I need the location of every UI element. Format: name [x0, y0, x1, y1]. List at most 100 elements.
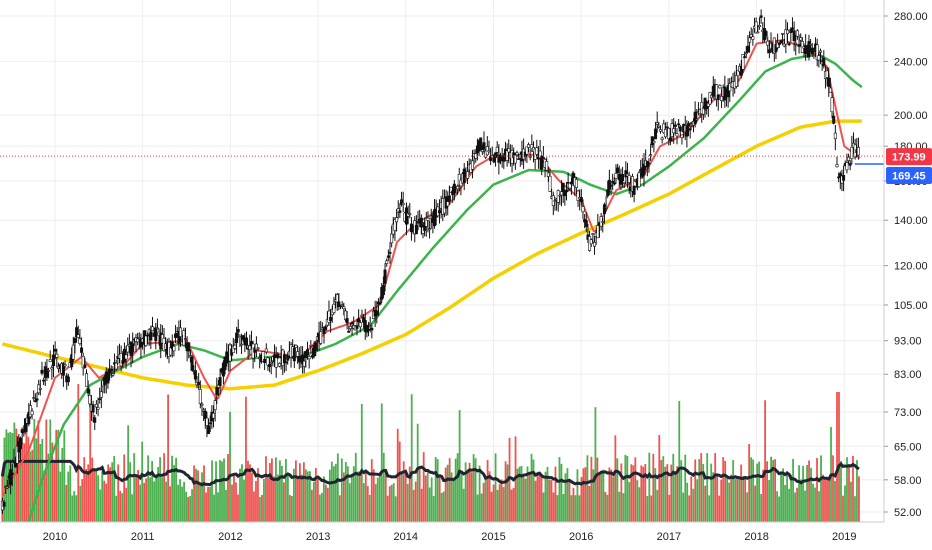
volume-bar: [149, 477, 152, 522]
volume-bar: [55, 429, 58, 522]
volume-bar: [117, 464, 120, 522]
x-tick-label: 2015: [481, 531, 505, 543]
candle-body: [367, 329, 371, 331]
candle-body: [809, 43, 813, 46]
candle-body: [190, 356, 194, 371]
candle-body: [76, 334, 80, 338]
candle-body: [743, 56, 747, 59]
volume-bar: [668, 494, 671, 522]
volume-bar: [330, 461, 333, 522]
volume-bar: [27, 436, 30, 522]
candle-body: [647, 162, 651, 165]
candle-body: [591, 233, 595, 235]
volume-bar: [742, 476, 745, 522]
volume-bar: [141, 441, 144, 522]
candle-body: [687, 123, 691, 127]
candle-body: [693, 111, 697, 125]
candle-body: [579, 197, 583, 203]
candle-body: [119, 353, 123, 367]
volume-bar: [185, 491, 187, 522]
candle-body: [264, 348, 268, 353]
candle-body: [215, 386, 219, 396]
candle-body: [71, 344, 75, 360]
candle-body: [48, 359, 52, 363]
volume-bar: [59, 471, 62, 522]
volume-bar: [31, 449, 34, 522]
volume-bar: [732, 460, 735, 522]
volume-bar: [656, 489, 659, 522]
volume-bar: [83, 457, 86, 522]
candle-body: [390, 233, 394, 244]
volume-bar: [584, 467, 587, 522]
candle-body: [150, 326, 154, 332]
candle-body: [589, 239, 593, 245]
volume-bar: [91, 457, 94, 522]
volume-bar: [49, 419, 52, 522]
volume-bar: [630, 464, 633, 522]
candle-body: [456, 185, 460, 190]
volume-bar: [822, 474, 824, 522]
volume-bar: [838, 392, 840, 522]
volume-bar: [754, 485, 757, 522]
volume-bar: [532, 459, 535, 522]
volume-bar: [572, 487, 575, 522]
volume-bar: [828, 476, 830, 522]
volume-bar: [241, 464, 243, 522]
volume-bar: [382, 452, 385, 522]
candle-body: [109, 369, 113, 371]
volume-bar: [364, 471, 367, 522]
volume-bar: [852, 455, 854, 522]
candle-body: [33, 400, 37, 403]
candle-body: [248, 345, 252, 350]
volume-bar: [89, 403, 92, 522]
candle-body: [720, 95, 724, 101]
volume-bar: [131, 494, 134, 522]
candle-body: [408, 213, 412, 216]
volume-bar: [107, 464, 110, 522]
candle-body: [98, 398, 102, 400]
volume-bar: [476, 494, 479, 522]
candle-body: [198, 389, 202, 404]
candle-body: [515, 152, 519, 156]
x-tick-label: 2010: [43, 531, 67, 543]
volume-bar: [249, 464, 251, 522]
volume-bar: [536, 471, 539, 522]
candle-body: [812, 50, 816, 53]
candle-body: [350, 322, 354, 325]
candle-body: [566, 182, 570, 184]
candle-body: [604, 207, 608, 209]
volume-bar: [326, 487, 329, 522]
volume-bar: [654, 468, 657, 522]
candle-body: [136, 338, 140, 343]
volume-bar: [105, 483, 108, 522]
volume-bar: [848, 467, 850, 522]
volume-bar: [772, 460, 775, 522]
price-tag: [886, 148, 932, 166]
candle-body: [718, 85, 722, 89]
candle-body: [494, 152, 498, 158]
volume-bar: [21, 443, 24, 522]
volume-bar: [402, 461, 405, 522]
volume-bar: [169, 486, 172, 522]
volume-bar: [352, 466, 355, 522]
volume-bar: [844, 485, 846, 522]
candle-body: [83, 364, 87, 368]
candle-body: [254, 343, 258, 351]
volume-bar: [482, 482, 485, 522]
volume-bar: [179, 479, 181, 522]
volume-bar: [602, 469, 605, 522]
volume-bar: [544, 471, 547, 522]
volume-bar: [372, 469, 375, 522]
candle-body: [777, 42, 781, 46]
volume-bar: [65, 485, 68, 522]
candle-body: [757, 25, 761, 27]
volume-bar: [390, 484, 393, 522]
candle-body: [203, 410, 207, 420]
candle-body: [830, 97, 834, 113]
volume-bar: [336, 453, 339, 522]
volume-bar: [720, 479, 723, 522]
y-tick-label: 240.00: [894, 56, 928, 68]
volume-bar: [394, 496, 397, 522]
volume-bar: [428, 487, 431, 522]
